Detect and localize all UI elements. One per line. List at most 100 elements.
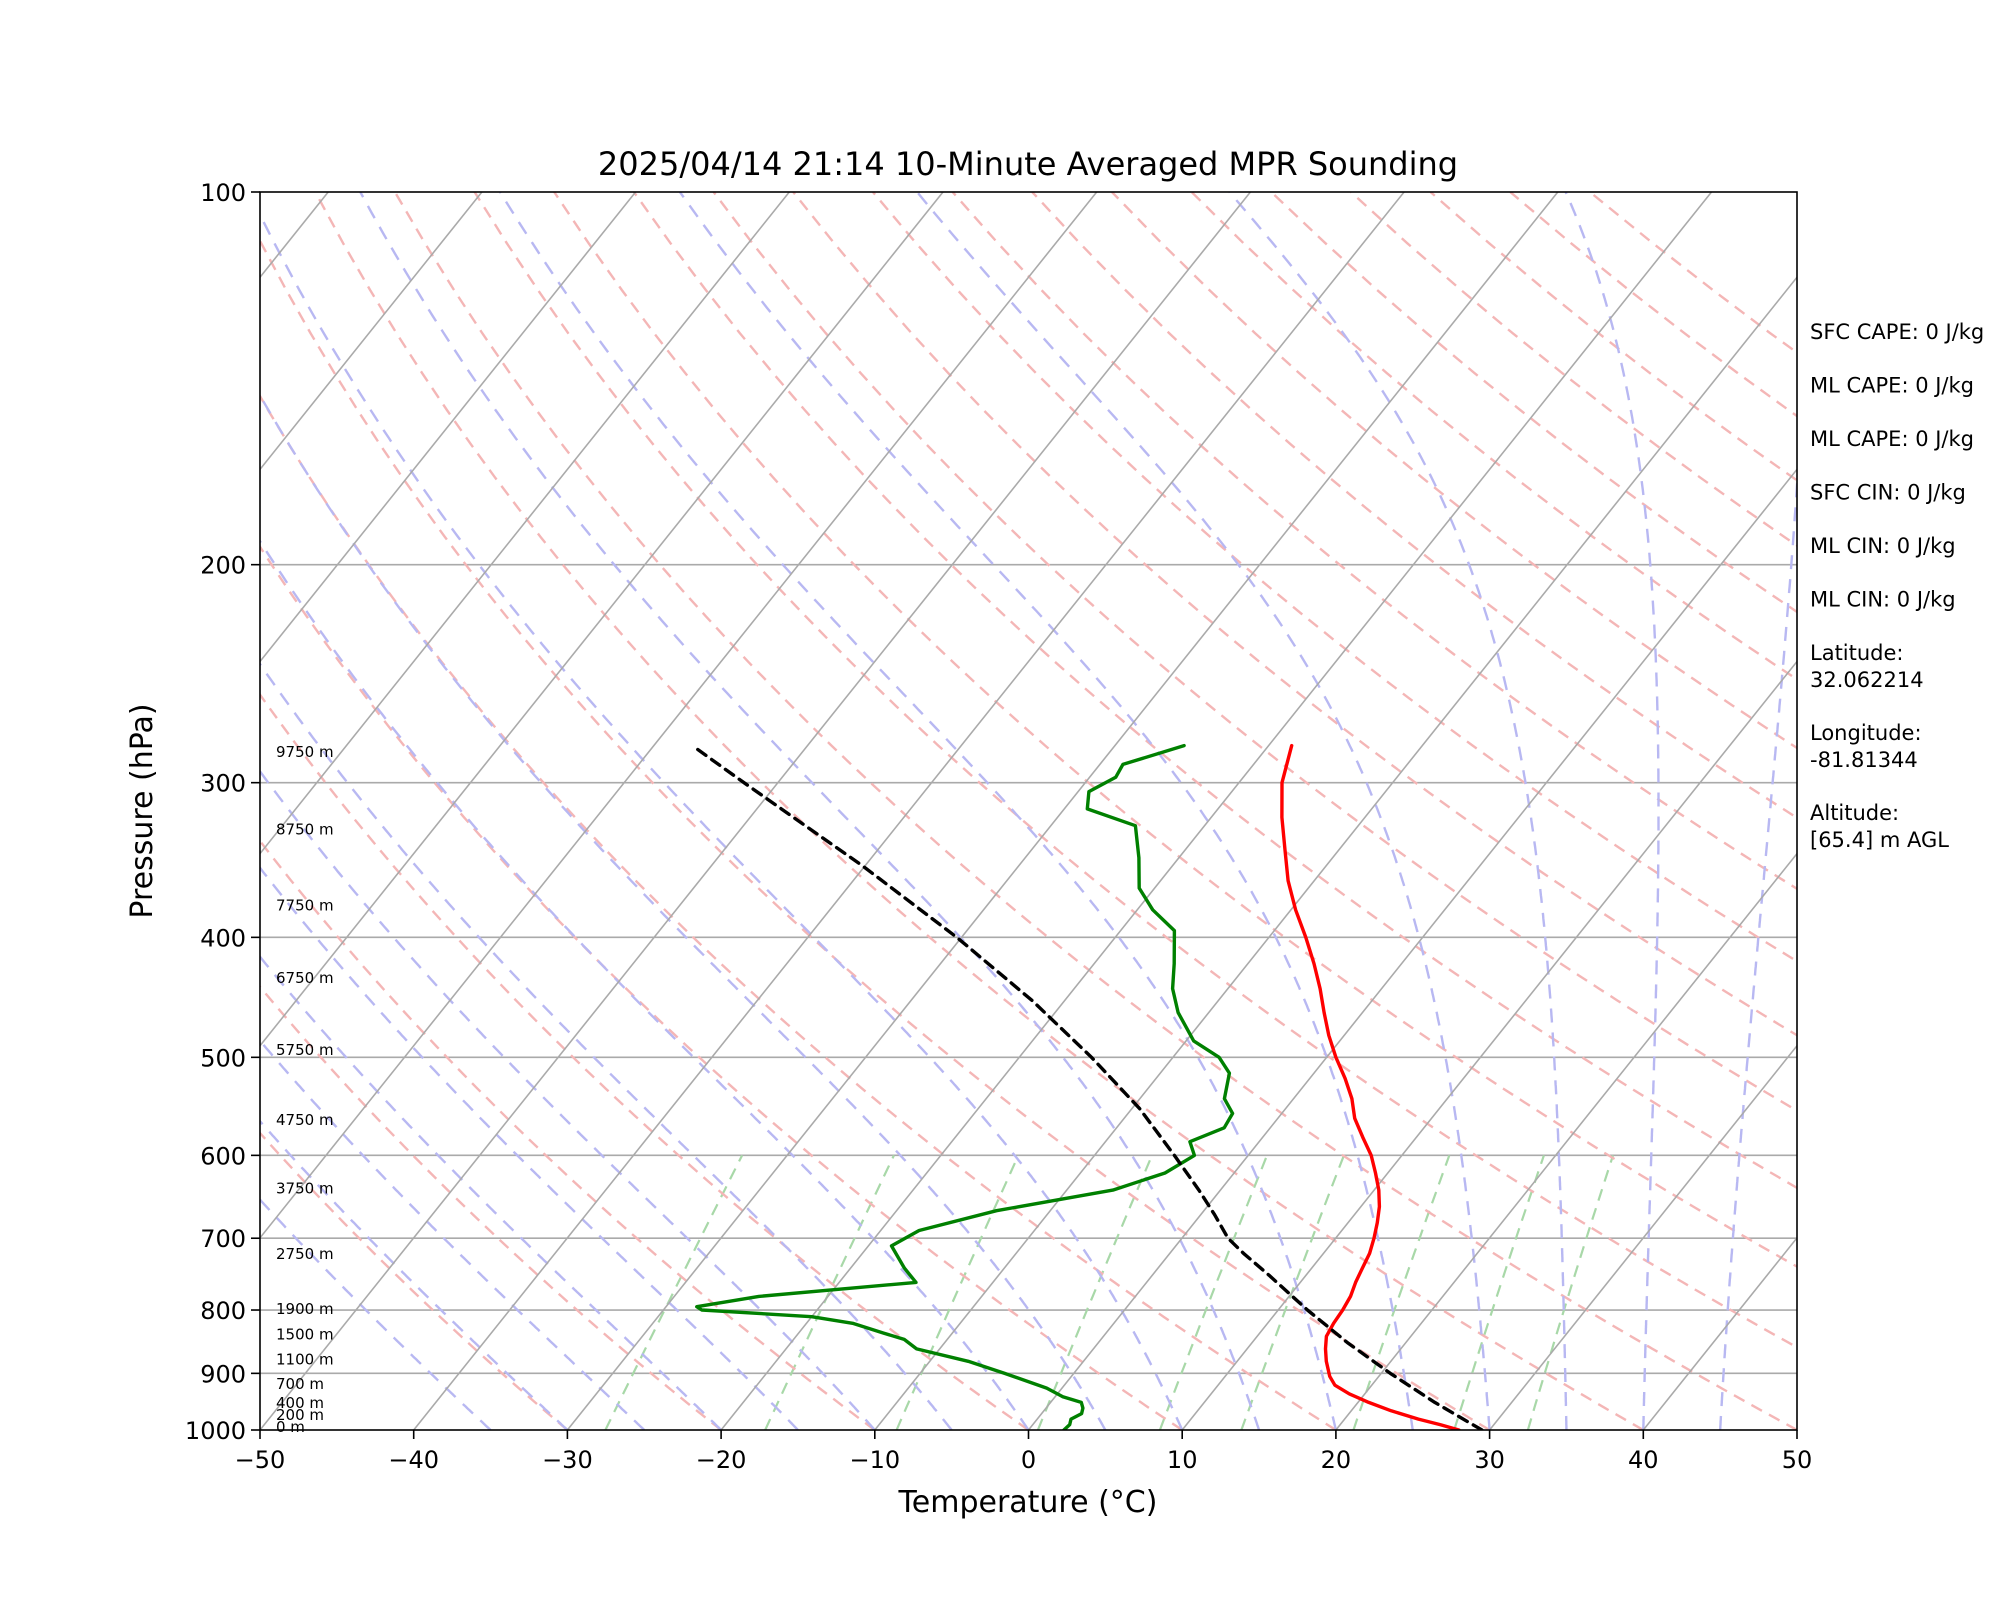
y-axis-label: Pressure (hPa)	[125, 703, 160, 918]
height-label: 200 m	[276, 1406, 324, 1424]
x-tick-label: 50	[1782, 1446, 1813, 1474]
dry-adiabat	[473, 192, 1797, 1349]
moist-adiabat	[260, 1038, 646, 1430]
isotherm-line	[260, 192, 944, 1048]
info-text: 32.062214	[1810, 668, 1924, 692]
x-axis-label: Temperature (°C)	[898, 1485, 1158, 1520]
moist-adiabat	[260, 212, 1184, 1430]
y-tick-label: 700	[200, 1225, 246, 1253]
dry-adiabat	[792, 192, 1797, 1037]
mixing-ratio-line	[895, 1154, 1020, 1430]
height-label: 1900 m	[276, 1300, 334, 1318]
moist-adiabat	[916, 192, 1491, 1430]
chart-title: 2025/04/14 21:14 10-Minute Averaged MPR …	[598, 145, 1458, 183]
moist-adiabat	[260, 393, 1107, 1430]
info-text: SFC CAPE: 0 J/kg	[1810, 320, 1984, 344]
y-tick-label: 200	[200, 552, 246, 580]
height-label: 8750 m	[276, 820, 334, 838]
sounding-info-panel: SFC CAPE: 0 J/kg ML CAPE: 0 J/kg ML CAPE: …	[1810, 320, 1984, 852]
dewpoint-line	[695, 743, 1235, 1430]
x-tick-label: −30	[542, 1446, 593, 1474]
height-label: 9750 m	[276, 743, 334, 761]
moist-adiabat	[499, 192, 1338, 1430]
info-text: ML CAPE: 0 J/kg	[1810, 427, 1974, 451]
dry-adiabat	[260, 393, 1337, 1430]
isotherm-line	[260, 192, 1252, 1430]
height-label: 0 m	[276, 1418, 305, 1436]
height-label: 1100 m	[276, 1350, 334, 1368]
sounding-series	[690, 743, 1484, 1430]
info-text: Longitude:	[1810, 721, 1922, 745]
parcel-path-line	[690, 743, 1484, 1430]
isotherm-line	[260, 192, 1098, 1240]
mixing-ratio-line	[1158, 1154, 1269, 1430]
dry-adiabat	[260, 238, 1491, 1430]
dry-adiabat	[712, 192, 1797, 1113]
x-tick-label: −50	[235, 1446, 286, 1474]
isotherm-line	[720, 192, 1713, 1430]
height-label: 7750 m	[276, 896, 334, 914]
isotherm-line	[874, 275, 1797, 1430]
x-tick-label: 30	[1474, 1446, 1505, 1474]
moist-adiabat	[260, 539, 1030, 1430]
mixing-ratio-line	[1453, 1155, 1545, 1430]
x-tick-label: −40	[388, 1446, 439, 1474]
info-text: [65.4] m AGL	[1810, 828, 1949, 852]
y-tick-label: 600	[200, 1142, 246, 1170]
dry-adiabat	[260, 985, 722, 1430]
info-text: Latitude:	[1810, 641, 1904, 665]
height-label: 400 m	[276, 1394, 324, 1412]
height-label: 5750 m	[276, 1041, 334, 1059]
info-text: -81.81344	[1810, 748, 1918, 772]
height-label: 700 m	[276, 1375, 324, 1393]
x-tick-label: −10	[849, 1446, 900, 1474]
isotherm-line	[260, 192, 483, 471]
isotherm-line	[260, 192, 790, 855]
height-label: 3750 m	[276, 1180, 334, 1198]
info-text: ML CIN: 0 J/kg	[1810, 588, 1956, 612]
x-tick-label: 40	[1628, 1446, 1659, 1474]
x-tick-label: 10	[1167, 1446, 1198, 1474]
y-tick-label: 300	[200, 770, 246, 798]
temperature-line	[1280, 743, 1461, 1430]
plot-area	[0, 192, 1797, 1430]
moist-adiabat	[260, 1197, 492, 1430]
info-text: ML CAPE: 0 J/kg	[1810, 374, 1974, 398]
dry-adiabat	[871, 192, 1797, 963]
info-text: ML CIN: 0 J/kg	[1810, 534, 1956, 558]
dry-adiabat	[260, 838, 876, 1430]
mixing-ratio-line	[1240, 1155, 1345, 1430]
isotherm-grid	[0, 192, 1797, 1430]
isotherm-line	[1181, 660, 1797, 1430]
isotherm-line	[566, 192, 1559, 1430]
height-label: 2750 m	[276, 1245, 334, 1263]
height-label: 6750 m	[276, 969, 334, 987]
moist-adiabat	[260, 1119, 569, 1430]
height-label: 1500 m	[276, 1326, 334, 1344]
y-tick-label: 500	[200, 1044, 246, 1072]
isotherm-line	[1335, 852, 1797, 1430]
info-text: Altitude:	[1810, 801, 1899, 825]
y-tick-label: 1000	[185, 1417, 246, 1445]
moist-adiabat	[1718, 466, 1797, 1430]
dry-adiabat	[951, 192, 1797, 891]
x-tick-label: −20	[696, 1446, 747, 1474]
moist-adiabat	[260, 954, 722, 1430]
y-tick-label: 800	[200, 1297, 246, 1325]
y-tick-label: 100	[200, 179, 246, 207]
x-tick-label: 20	[1321, 1446, 1352, 1474]
height-label: 4750 m	[276, 1111, 334, 1129]
isotherm-line	[1488, 1044, 1797, 1430]
moist-adiabats	[260, 192, 1797, 1430]
mixing-ratio-line	[764, 1154, 895, 1430]
info-text: SFC CIN: 0 J/kg	[1810, 481, 1966, 505]
moist-adiabat	[260, 865, 799, 1430]
isotherm-line	[0, 192, 21, 1430]
isotherm-line	[413, 192, 1405, 1430]
y-tick-label: 900	[200, 1360, 246, 1388]
moist-adiabat	[1228, 192, 1568, 1430]
y-axis-ticks: 100 200 300 400 500 600 700 800 900 1000	[185, 179, 260, 1445]
x-tick-label: 0	[1021, 1446, 1036, 1474]
